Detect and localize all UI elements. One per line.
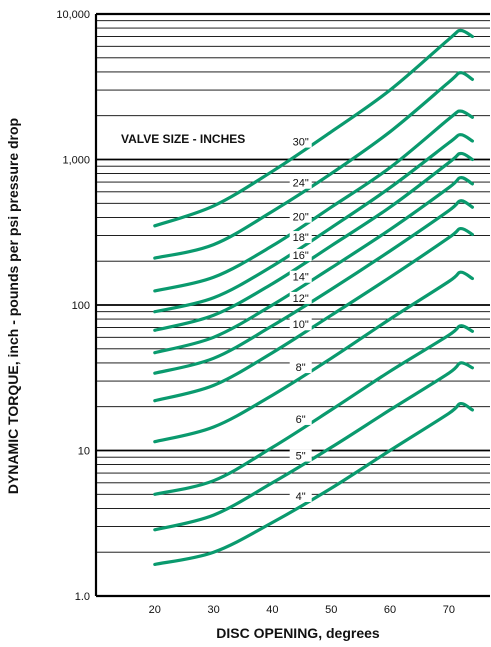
y-tick-labels: 1.0 10 100 1,000 10,000 <box>56 9 90 603</box>
series-label: 6" <box>296 414 306 426</box>
series-line <box>153 401 474 566</box>
series-line <box>153 176 474 355</box>
series-label: 10" <box>293 319 309 331</box>
series-line <box>153 199 474 375</box>
series-label: 18" <box>293 232 309 244</box>
series-label: 30" <box>293 137 309 149</box>
series-label: 12" <box>293 293 309 305</box>
series-line <box>153 109 474 293</box>
series-label: 8" <box>296 362 306 374</box>
y-tick-label: 100 <box>72 300 90 312</box>
series-line <box>153 28 474 228</box>
x-tick-label: 60 <box>384 604 396 616</box>
series-lines <box>153 28 474 566</box>
series-labels: 4" 5" 6" 8" 10" 12" 14" 16" 18" 20" 24" 30" <box>289 135 312 503</box>
x-tick-label: 30 <box>207 604 219 616</box>
series-line <box>153 151 474 332</box>
series-label-background <box>289 176 312 189</box>
series-label: 16" <box>293 250 309 262</box>
series-label-background <box>289 449 312 462</box>
series-line <box>153 71 474 260</box>
y-axis-title: DYNAMIC TORQUE, inch - pounds per psi pr… <box>5 118 21 494</box>
series-label-background <box>289 318 312 331</box>
series-label: 20" <box>293 212 309 224</box>
series-label-background <box>289 210 312 223</box>
series-label: 24" <box>293 178 309 190</box>
series-label-background <box>289 231 312 244</box>
series-label-background <box>289 412 312 425</box>
x-tick-label: 40 <box>266 604 278 616</box>
series-line <box>153 227 474 403</box>
y-tick-label: 10 <box>78 446 90 458</box>
series-label-background <box>289 249 312 262</box>
x-tick-labels: 20 30 40 50 60 70 <box>149 604 455 616</box>
series-label: 14" <box>293 272 309 284</box>
series-label-background <box>289 291 312 304</box>
series-label-background <box>289 489 312 502</box>
y-tick-label: 10,000 <box>56 9 90 21</box>
x-axis-title: DISC OPENING, degrees <box>216 625 380 641</box>
y-tick-label: 1.0 <box>75 591 90 603</box>
series-label-background <box>289 135 312 148</box>
plot-frame <box>94 12 490 598</box>
series-line <box>153 324 474 496</box>
y-tick-label: 1,000 <box>62 155 90 167</box>
series-label-background <box>289 270 312 283</box>
series-line <box>153 361 474 532</box>
x-tick-label: 50 <box>325 604 337 616</box>
series-line <box>153 270 474 444</box>
series-label: 4" <box>296 491 306 503</box>
series-label: 5" <box>296 451 306 463</box>
valve-size-annotation: VALVE SIZE - INCHES <box>121 132 245 146</box>
series-label-background <box>289 361 312 374</box>
x-tick-label: 70 <box>443 604 455 616</box>
x-tick-label: 20 <box>149 604 161 616</box>
series-line <box>153 133 474 314</box>
